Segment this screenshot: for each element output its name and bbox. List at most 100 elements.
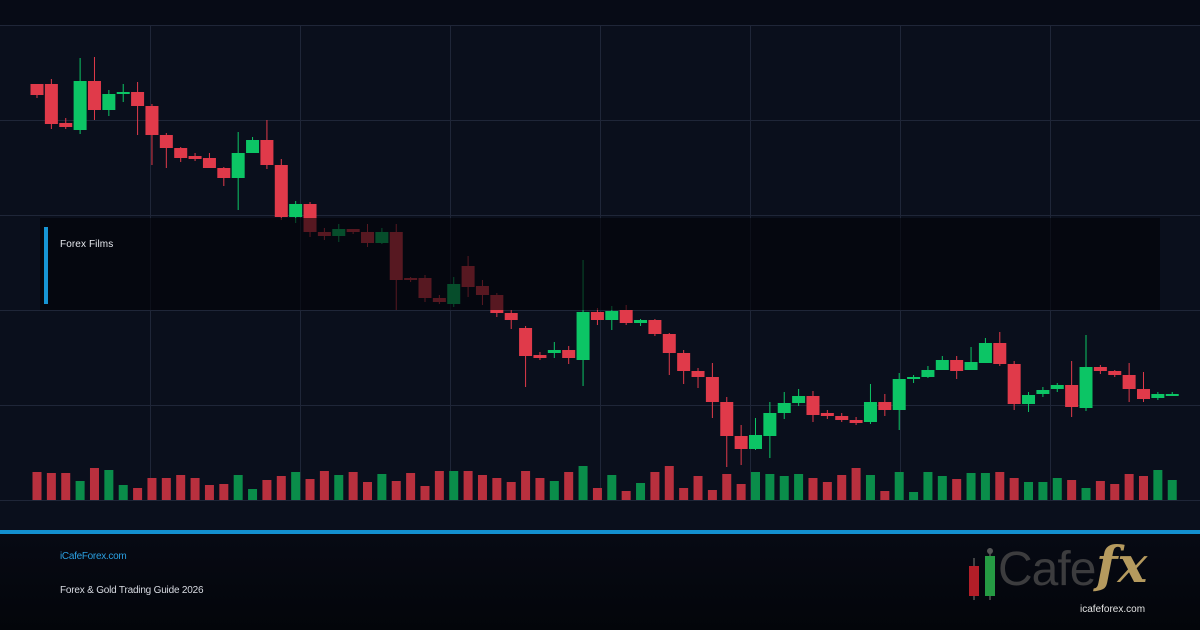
logo-wordmark: Cafe <box>998 543 1096 596</box>
candle-body <box>590 312 604 320</box>
candle-body <box>907 377 921 379</box>
volume-bar <box>190 478 200 500</box>
volume-bar <box>291 472 301 500</box>
candle-body <box>1093 367 1107 371</box>
volume-bar <box>1167 480 1177 500</box>
candle-body <box>849 420 863 423</box>
volume-bar <box>995 472 1005 500</box>
candle-body <box>217 168 231 178</box>
logo-domain: icafeforex.com <box>1080 604 1146 615</box>
overlay-accent-bar <box>44 227 48 304</box>
candle-body <box>1136 389 1150 399</box>
accent-divider <box>0 530 1200 534</box>
volume-bar <box>1052 478 1062 500</box>
volume-bar <box>118 485 128 500</box>
volume-bar <box>894 472 904 500</box>
candle-body <box>1165 394 1179 396</box>
candle-body <box>993 343 1007 364</box>
site-link[interactable]: iCafeForex.com <box>60 551 127 562</box>
volume-bar <box>434 471 444 500</box>
candle-body <box>44 84 58 124</box>
candle-body <box>87 81 101 110</box>
volume-bar <box>1095 481 1105 500</box>
candle-body <box>246 140 260 153</box>
volume-bar <box>363 482 373 500</box>
volume-bar <box>176 475 186 500</box>
volume-bar <box>75 481 85 500</box>
guide-title: Forex & Gold Trading Guide 2026 <box>60 585 204 596</box>
volume-bar <box>463 471 473 500</box>
volume-bar <box>46 473 56 500</box>
candle-body <box>619 310 633 323</box>
candle-body <box>260 140 274 165</box>
volume-bar <box>535 478 545 500</box>
volume-bar <box>89 468 99 500</box>
volume-bar <box>32 472 42 500</box>
candle-body <box>835 416 849 420</box>
volume-bar <box>937 476 947 500</box>
candle-body <box>576 312 590 360</box>
candle-body <box>720 402 734 436</box>
candle-body <box>289 204 303 217</box>
volume-bar <box>334 475 344 500</box>
candle-body <box>648 320 662 334</box>
volume-bar <box>822 482 832 500</box>
volume-bar <box>276 476 286 500</box>
volume-bar <box>880 491 890 500</box>
candle-body <box>202 158 216 168</box>
volume-bar <box>1138 476 1148 500</box>
volume-bar <box>592 488 602 500</box>
overlay-panel: Forex Films <box>40 218 1160 310</box>
volume-bar <box>1067 480 1077 500</box>
volume-bar <box>650 472 660 500</box>
volume-bar <box>391 481 401 500</box>
volume-bar <box>319 471 329 500</box>
volume-bar <box>607 475 617 500</box>
volume-bar <box>952 479 962 500</box>
volume-bar <box>1081 488 1091 500</box>
candle-body <box>892 379 906 410</box>
candle-body <box>145 106 159 135</box>
volume-bar <box>578 466 588 500</box>
candle-body <box>677 353 691 371</box>
volume-bar <box>1038 482 1048 500</box>
candle-body <box>605 311 619 320</box>
footer: iCafeForex.com Forex & Gold Trading Guid… <box>0 534 1200 630</box>
candle-body <box>159 135 173 148</box>
volume-bar <box>693 476 703 500</box>
candle-body <box>734 436 748 449</box>
volume-bar <box>133 488 143 500</box>
volume-bar <box>837 475 847 500</box>
volume-bar <box>966 473 976 500</box>
candle-body <box>547 350 561 353</box>
volume-bar <box>808 478 818 500</box>
volume-bar <box>980 473 990 500</box>
candle-body <box>777 403 791 413</box>
candle-body <box>935 360 949 370</box>
candlestick-logo-icon <box>969 548 995 600</box>
candle-body <box>131 92 145 106</box>
volume-bar <box>506 482 516 500</box>
volume-bar <box>348 472 358 500</box>
volume-bar <box>564 472 574 500</box>
candle-body <box>1122 375 1136 389</box>
volume-bar <box>1110 484 1120 500</box>
volume-bar <box>406 473 416 500</box>
volume-bar <box>521 471 531 500</box>
volume-bar <box>851 468 861 500</box>
logo-fx: fx <box>1096 535 1148 594</box>
volume-bar <box>722 474 732 500</box>
volume-bar <box>248 489 258 500</box>
candle-body <box>59 123 73 127</box>
volume-bar <box>664 466 674 500</box>
candle-body <box>1050 385 1064 389</box>
volume-bar <box>305 479 315 500</box>
volume-bar <box>865 475 875 500</box>
candle-body <box>763 413 777 436</box>
volume-bar <box>794 474 804 500</box>
volume-bar <box>492 478 502 500</box>
candle-body <box>691 371 705 377</box>
icafefx-logo: Cafe fx icafeforex.com <box>962 535 1182 628</box>
candle-body <box>30 84 44 95</box>
candle-body <box>820 413 834 416</box>
